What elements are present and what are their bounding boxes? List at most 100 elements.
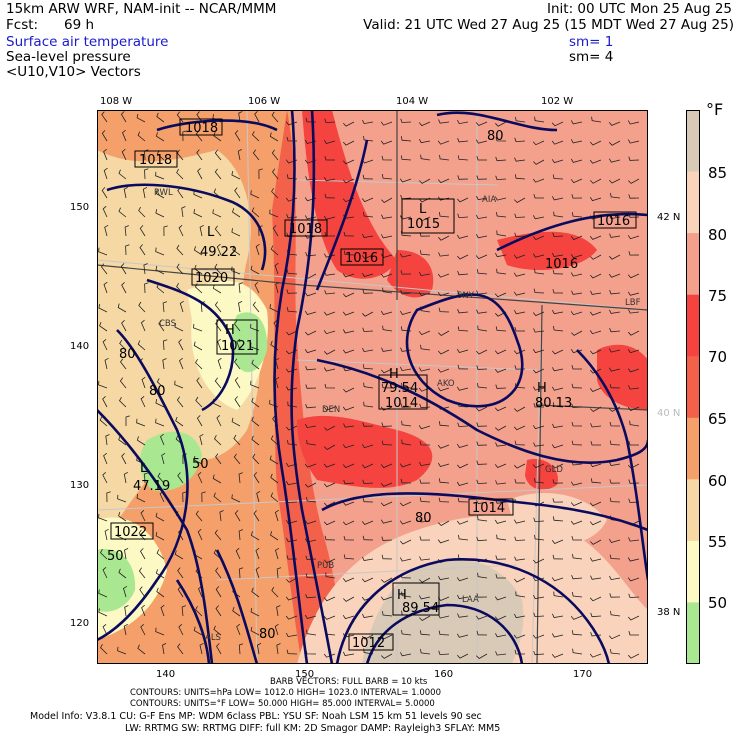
wind-barb [102, 624, 108, 636]
wind-barb [98, 304, 108, 313]
wind-barb [362, 233, 374, 238]
wind-barb [117, 303, 127, 313]
wind-barb [627, 349, 640, 354]
map-frame [97, 110, 648, 664]
wind-barb [363, 382, 374, 389]
wind-barb [176, 111, 184, 123]
wind-barb [305, 593, 317, 599]
wind-barb [590, 478, 602, 484]
wind-barb [437, 614, 450, 619]
wind-barb [213, 625, 222, 636]
wind-barb [306, 496, 317, 503]
legend-unit: °F [706, 100, 724, 119]
wind-barb [254, 111, 260, 123]
forecast-label: Fcst: [6, 17, 39, 33]
wind-barb [237, 149, 242, 161]
barb-vectors-info: BARB VECTORS: FULL BARB = 10 kts [270, 677, 428, 687]
wind-barb [104, 528, 109, 541]
wind-barb [380, 234, 393, 239]
wind-barb [571, 574, 583, 580]
wind-barb [609, 233, 621, 238]
wind-barb [155, 189, 165, 199]
wind-barb [213, 492, 222, 503]
legend-label: 70 [708, 348, 728, 366]
wind-barb [177, 567, 184, 579]
wind-barb [137, 644, 146, 655]
wind-barb [342, 159, 355, 165]
lon-label-106w: 106 W [248, 96, 281, 107]
wind-barb [238, 301, 243, 313]
wind-barb [590, 575, 602, 580]
wind-barb [496, 534, 507, 541]
wind-barb [361, 444, 374, 449]
wind-barb [362, 289, 374, 294]
wind-barb [362, 479, 374, 485]
wind-barb [456, 520, 469, 525]
wind-barb [177, 643, 184, 655]
wind-barb [570, 178, 583, 184]
grid-y-label: 120 [70, 618, 90, 629]
wind-barb [514, 478, 525, 484]
wind-barb [514, 613, 526, 619]
wind-barb [627, 139, 640, 144]
wind-barb [252, 453, 260, 465]
wind-barb [160, 604, 165, 617]
wind-barb [495, 175, 507, 181]
wind-barb [400, 270, 412, 275]
wind-barb [138, 529, 146, 541]
wind-barb [121, 320, 127, 332]
station-id: AKO [437, 379, 455, 389]
extremum-type: H [389, 367, 399, 382]
wind-barb [250, 342, 260, 351]
wind-barb [285, 519, 298, 524]
wind-barb [124, 548, 129, 560]
wind-barb [476, 479, 488, 485]
wind-barb [438, 330, 450, 336]
wind-barb [456, 443, 469, 448]
wind-barb [591, 116, 602, 123]
model-info-physics: LW: RRTMG SW: RRTMG DIFF: full KM: 2D Sm… [125, 723, 501, 734]
wind-barb [608, 634, 621, 640]
wind-barb [155, 247, 165, 256]
wind-barb [342, 178, 355, 184]
model-title: 15km ARW WRF, NAM-init -- NCAR/MMM [6, 1, 277, 17]
wind-barb [323, 311, 336, 316]
wind-barb [193, 209, 203, 218]
wind-barb [608, 538, 621, 543]
wind-barb [608, 121, 621, 126]
wind-barb [272, 225, 279, 237]
wind-barb [589, 557, 602, 562]
wind-barb [342, 463, 355, 469]
wind-barb [195, 606, 203, 617]
wind-barb [155, 171, 165, 180]
wind-barb [286, 632, 298, 638]
wind-barb [216, 415, 222, 427]
wind-barb [343, 423, 355, 428]
station-id: GLD [545, 465, 563, 475]
wind-barb [627, 235, 640, 240]
wind-barb [155, 265, 165, 275]
wind-barb [609, 254, 621, 260]
wind-barb [174, 323, 184, 332]
wind-barb [101, 130, 108, 142]
wind-barb [551, 349, 564, 355]
wind-barb [162, 339, 168, 351]
wind-barb [513, 519, 526, 524]
wind-barb [400, 290, 412, 295]
wind-barb [323, 520, 336, 526]
wind-barb [437, 291, 450, 297]
wind-barb [118, 511, 127, 522]
wind-barb [609, 289, 621, 295]
wind-barb [343, 554, 355, 560]
wind-barb [343, 535, 355, 541]
wind-barb [156, 378, 165, 389]
wind-barb [419, 440, 431, 446]
wind-barb [98, 247, 108, 256]
wind-barb [571, 212, 583, 218]
wind-barb [270, 245, 279, 256]
wind-barb [457, 422, 469, 427]
wind-barb [609, 575, 621, 581]
wind-barb [419, 271, 431, 277]
wind-barb [552, 423, 564, 428]
wind-barb [323, 253, 336, 258]
